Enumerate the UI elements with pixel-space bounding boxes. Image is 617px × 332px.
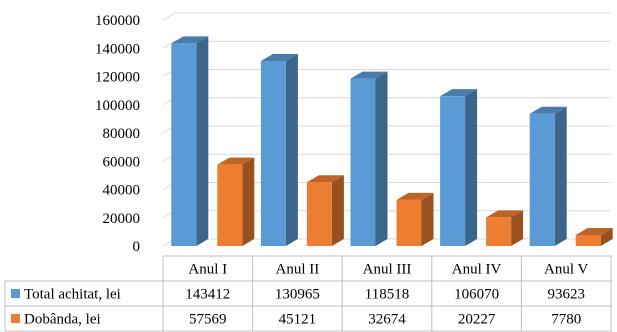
bar bbox=[306, 175, 344, 246]
bar-top bbox=[486, 210, 524, 218]
bar-front bbox=[260, 61, 286, 247]
bar bbox=[486, 210, 524, 246]
data-label: 7780 bbox=[551, 312, 581, 328]
legend-label: Total achitat, lei bbox=[24, 287, 121, 303]
bar-front bbox=[396, 199, 422, 246]
bar-side bbox=[600, 228, 613, 246]
bar bbox=[575, 228, 613, 246]
category-label: Anul V bbox=[544, 262, 588, 278]
bar-top bbox=[350, 71, 388, 79]
bar-side bbox=[554, 106, 567, 247]
y-tick-label: 0 bbox=[133, 239, 141, 255]
bar-top bbox=[260, 54, 298, 62]
bar bbox=[217, 157, 255, 246]
data-label: 20227 bbox=[458, 312, 496, 328]
data-label: 45121 bbox=[279, 312, 317, 328]
bar-front bbox=[575, 235, 601, 246]
data-table: Anul I Anul II Anul III Anul IV Anul V Total … bbox=[4, 255, 612, 332]
bar-front bbox=[171, 43, 197, 247]
data-label: 118518 bbox=[365, 287, 409, 303]
data-label: 143412 bbox=[185, 287, 230, 303]
y-tick-label: 100000 bbox=[95, 98, 140, 114]
bar-top bbox=[396, 192, 434, 200]
y-tick-label: 120000 bbox=[95, 70, 140, 86]
bar-top bbox=[440, 89, 478, 97]
bar bbox=[260, 54, 298, 247]
data-label: 57569 bbox=[189, 312, 227, 328]
bar-side bbox=[285, 54, 298, 247]
data-label: 93623 bbox=[547, 287, 585, 303]
gridline bbox=[162, 40, 611, 49]
bar-top bbox=[575, 228, 613, 236]
bar-side bbox=[242, 157, 255, 246]
bar-front bbox=[486, 217, 512, 246]
data-label: 130965 bbox=[275, 287, 320, 303]
bar-side bbox=[465, 89, 478, 247]
bar bbox=[350, 71, 388, 246]
data-label: 106070 bbox=[454, 287, 499, 303]
category-label: Anul IV bbox=[452, 262, 502, 278]
bar-side bbox=[421, 192, 434, 246]
category-label: Anul III bbox=[363, 262, 412, 278]
y-tick-label: 20000 bbox=[103, 211, 141, 227]
data-label: 32674 bbox=[368, 312, 406, 328]
bar bbox=[529, 106, 567, 247]
bar-side bbox=[511, 210, 524, 246]
y-axis: 0 20000 40000 60000 80000 100000 120000 140000 1… bbox=[95, 13, 140, 255]
y-tick-label: 140000 bbox=[95, 41, 140, 57]
legend-key bbox=[11, 289, 20, 298]
bar-front bbox=[217, 164, 243, 246]
y-tick-label: 40000 bbox=[103, 183, 141, 199]
y-tick-label: 80000 bbox=[103, 126, 141, 142]
bar-top bbox=[529, 106, 567, 114]
bar bbox=[171, 36, 209, 247]
bar-side bbox=[331, 175, 344, 246]
y-tick-label: 60000 bbox=[103, 154, 141, 170]
bar-side bbox=[196, 36, 209, 247]
category-label: Anul II bbox=[276, 262, 320, 278]
bar-front bbox=[306, 182, 332, 246]
bar bbox=[396, 192, 434, 246]
y-tick-label: 160000 bbox=[95, 13, 140, 29]
bar-front bbox=[350, 78, 376, 246]
bar bbox=[440, 89, 478, 247]
gridline bbox=[162, 12, 611, 21]
bar-front bbox=[529, 113, 555, 247]
category-label: Anul I bbox=[188, 262, 227, 278]
bar-front bbox=[440, 96, 466, 247]
legend-label: Dobânda, lei bbox=[24, 312, 101, 328]
bars bbox=[171, 36, 613, 247]
bar-side bbox=[375, 71, 388, 246]
bar-top bbox=[306, 175, 344, 183]
bar-top bbox=[217, 157, 255, 165]
bar-top bbox=[171, 36, 209, 44]
legend-key bbox=[11, 314, 20, 323]
